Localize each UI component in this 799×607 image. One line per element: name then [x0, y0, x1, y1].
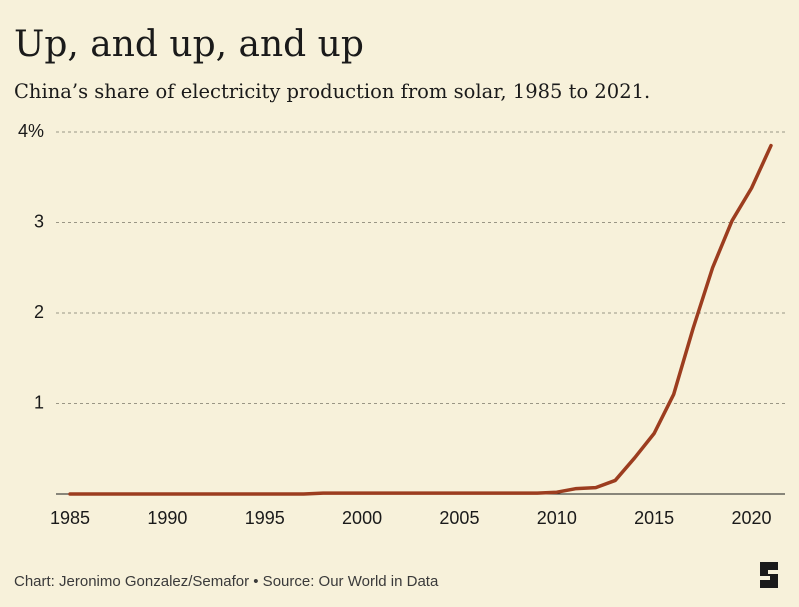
x-tick-label: 2000 — [342, 508, 382, 528]
y-tick-label: 4% — [18, 121, 44, 141]
logo — [760, 562, 778, 588]
chart-subtitle: China’s share of electricity production … — [14, 80, 650, 103]
x-tick-label: 2005 — [439, 508, 479, 528]
source: Chart: Jeronimo Gonzalez/Semafor • Sourc… — [14, 573, 439, 590]
x-tick-label: 1995 — [245, 508, 285, 528]
y-tick-label: 3 — [34, 211, 44, 231]
x-tick-label: 1990 — [147, 508, 187, 528]
x-tick-label: 1985 — [50, 508, 90, 528]
x-tick-label: 2010 — [537, 508, 577, 528]
y-tick-label: 2 — [34, 302, 44, 322]
x-tick-label: 2020 — [732, 508, 772, 528]
line — [68, 143, 773, 496]
y-tick-label: 1 — [34, 392, 44, 412]
x-tick-label: 2015 — [634, 508, 674, 528]
chart-title: Up, and up, and up — [14, 24, 364, 65]
